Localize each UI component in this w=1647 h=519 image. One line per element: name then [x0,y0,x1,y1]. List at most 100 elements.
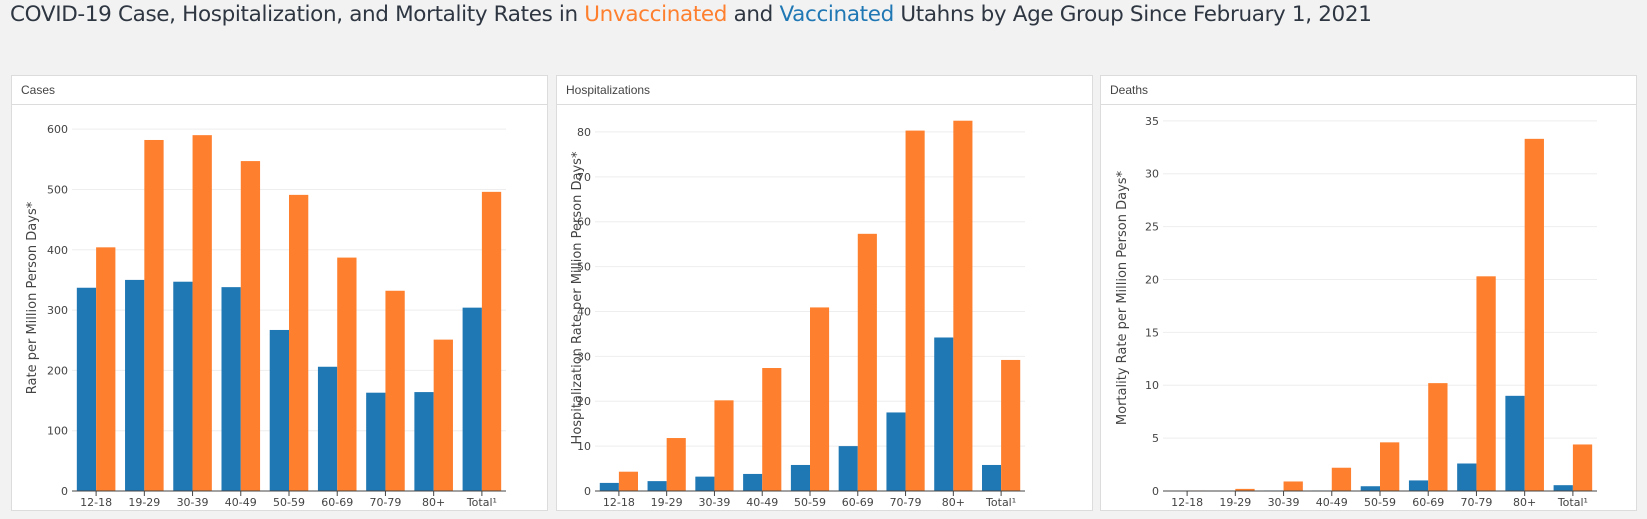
x-tick-label: Total¹ [466,496,497,509]
y-tick-label: 30 [1145,168,1159,181]
y-tick-label: 60 [577,216,591,229]
y-tick-label: 0 [61,485,68,498]
y-tick-label: 15 [1145,326,1159,339]
unvaccinated-bar[interactable] [1380,442,1400,491]
title-vaccinated: Vaccinated [779,2,894,27]
x-tick-label: 50-59 [794,496,826,509]
y-tick-label: 300 [47,304,68,317]
vaccinated-bar[interactable] [1553,485,1573,491]
panel-title: Hospitalizations [557,76,1092,105]
x-tick-label: 40-49 [1316,496,1348,509]
x-tick-label: 30-39 [698,496,730,509]
unvaccinated-bar[interactable] [1235,488,1255,491]
vaccinated-bar[interactable] [886,412,906,491]
y-tick-label: 400 [47,244,68,257]
unvaccinated-bar[interactable] [810,307,830,491]
unvaccinated-bar[interactable] [481,191,502,491]
x-tick-label: 19-29 [128,496,160,509]
title-part-1: COVID-19 Case, Hospitalization, and Mort… [10,2,585,27]
vaccinated-bar[interactable] [317,366,338,491]
x-tick-label: 70-79 [1460,496,1492,509]
unvaccinated-bar[interactable] [192,135,212,491]
y-tick-label: 10 [577,440,591,453]
vaccinated-bar[interactable] [1408,480,1429,491]
x-tick-label: 80+ [1513,496,1536,509]
vaccinated-bar[interactable] [743,473,763,491]
y-axis-title: Mortality Rate per Million Person Days* [1115,170,1130,425]
unvaccinated-bar[interactable] [714,400,734,491]
unvaccinated-bar[interactable] [144,139,164,491]
vaccinated-bar[interactable] [221,287,241,491]
x-tick-label: 30-39 [1268,496,1300,509]
y-tick-label: 50 [577,261,591,274]
unvaccinated-bar[interactable] [905,130,925,491]
unvaccinated-bar[interactable] [96,247,116,491]
vaccinated-bar[interactable] [462,307,482,491]
x-tick-label: 12-18 [603,496,635,509]
unvaccinated-bar[interactable] [1476,276,1496,491]
panel-title: Cases [12,76,547,105]
vaccinated-bar[interactable] [599,482,619,491]
unvaccinated-bar[interactable] [618,471,638,491]
x-tick-label: 12-18 [1171,496,1203,509]
unvaccinated-bar[interactable] [1572,444,1593,491]
panel-title: Deaths [1101,76,1636,105]
vaccinated-bar[interactable] [695,476,715,491]
unvaccinated-bar[interactable] [337,257,357,491]
vaccinated-bar[interactable] [269,329,289,491]
x-tick-label: 19-29 [1219,496,1251,509]
unvaccinated-bar[interactable] [289,194,309,491]
unvaccinated-bar[interactable] [857,233,877,491]
title-unvaccinated: Unvaccinated [584,2,728,27]
vaccinated-bar[interactable] [125,279,145,491]
y-tick-label: 600 [47,123,68,136]
y-tick-label: 5 [1152,432,1159,445]
unvaccinated-bar[interactable] [240,161,261,491]
x-tick-label: 40-49 [746,496,778,509]
unvaccinated-bar[interactable] [1001,359,1021,491]
unvaccinated-bar[interactable] [1524,138,1544,491]
vaccinated-bar[interactable] [838,446,858,491]
vaccinated-bar[interactable] [790,464,810,491]
y-tick-label: 80 [577,126,591,139]
vaccinated-bar[interactable] [1360,486,1380,491]
y-tick-label: 40 [577,305,591,318]
vaccinated-bar[interactable] [1457,463,1477,491]
vaccinated-bar[interactable] [173,281,193,491]
x-tick-label: 50-59 [1364,496,1396,509]
page-title: COVID-19 Case, Hospitalization, and Mort… [10,2,1372,27]
cases-chart: 0 100 200 300 400 500 600 12-18 19-29 30-39 40-49 5… [25,123,506,509]
vaccinated-bar[interactable] [934,337,954,491]
y-tick-label: 70 [577,171,591,184]
unvaccinated-bar[interactable] [433,339,453,491]
vaccinated-bar[interactable] [982,464,1002,491]
x-tick-label: 30-39 [177,496,209,509]
x-tick-label: 80+ [942,496,965,509]
vaccinated-bar[interactable] [366,392,386,491]
y-tick-label: 20 [1145,273,1159,286]
y-axis-title: Hospitalization Rate per Million Person … [570,151,585,444]
unvaccinated-bar[interactable] [953,120,973,492]
vaccinated-bar[interactable] [1505,395,1525,491]
x-tick-label: 60-69 [842,496,874,509]
unvaccinated-bar[interactable] [385,290,405,491]
x-tick-label: 50-59 [273,496,305,509]
vaccinated-bar[interactable] [76,287,97,491]
title-part-3: Utahns by Age Group Since February 1, 20… [893,2,1372,27]
unvaccinated-bar[interactable] [762,368,782,491]
y-tick-label: 500 [47,183,68,196]
x-tick-label: 60-69 [321,496,353,509]
unvaccinated-bar[interactable] [1428,383,1448,491]
y-tick-label: 30 [577,350,591,363]
vaccinated-bar[interactable] [414,392,434,491]
y-tick-label: 25 [1145,221,1159,234]
y-tick-label: 10 [1145,379,1159,392]
unvaccinated-bar[interactable] [666,438,686,491]
vaccinated-bar[interactable] [647,481,667,491]
y-tick-label: 35 [1145,115,1159,128]
hospitalizations-panel: Hospitalizations 0 10 20 30 40 50 60 70 80 12-18 1… [556,75,1093,511]
unvaccinated-bar[interactable] [1331,467,1352,491]
x-tick-label: 80+ [422,496,445,509]
y-tick-label: 200 [47,364,68,377]
unvaccinated-bar[interactable] [1283,481,1303,491]
